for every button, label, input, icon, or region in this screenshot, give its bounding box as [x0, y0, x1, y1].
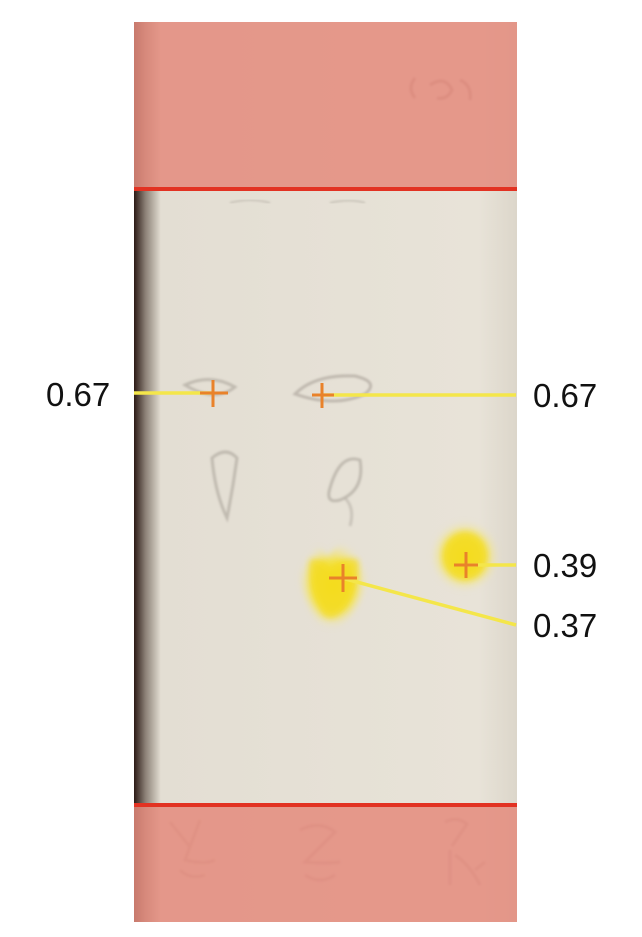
lane1-lower-outline: [210, 450, 239, 523]
marker-lane1: [200, 380, 228, 407]
origin-overlay: [134, 805, 517, 922]
rf-label-lane2-lower: 0.37: [533, 607, 598, 644]
marker-lane3: [454, 552, 478, 578]
marker-lane2-lower: [329, 564, 357, 592]
lane2-upper-outline: [292, 374, 373, 403]
solvent-front-overlay: [134, 22, 517, 189]
rf-label-lane2-upper: 0.67: [533, 377, 598, 414]
rf-label-lane3: 0.39: [533, 547, 598, 584]
top-pencil-mark: [229, 199, 366, 204]
rf-label-lane1: 0.67: [46, 376, 111, 413]
pencil-outlines: [181, 374, 373, 527]
lane2-tail-outline: [343, 496, 354, 527]
marker-lane2-upper: [312, 383, 334, 408]
leader-lane2-lower: [341, 576, 517, 627]
spot-markers: [200, 380, 478, 592]
lane2-yellow-spot-core: [309, 559, 359, 618]
lane2-lower-outline: [327, 457, 363, 503]
